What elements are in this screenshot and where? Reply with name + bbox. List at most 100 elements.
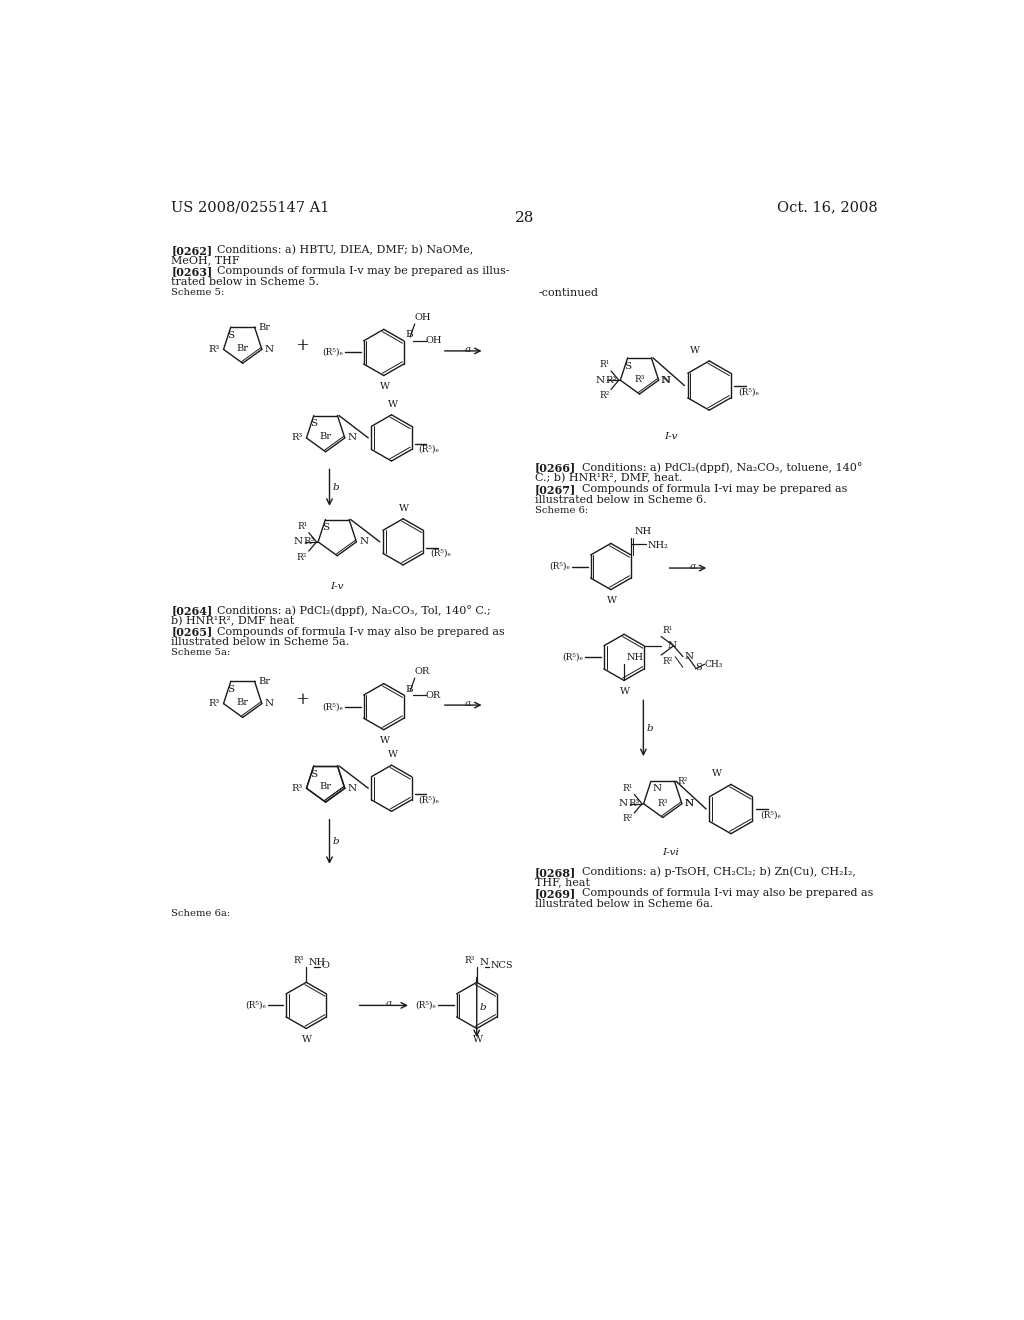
Text: Br: Br	[237, 698, 249, 706]
Text: (R⁵)ₑ: (R⁵)ₑ	[419, 445, 439, 454]
Text: [0264]: [0264]	[171, 605, 213, 616]
Text: Scheme 6:: Scheme 6:	[535, 506, 588, 515]
Text: CH₃: CH₃	[705, 660, 723, 669]
Text: Conditions: a) PdCl₂(dppf), Na₂CO₃, toluene, 140°: Conditions: a) PdCl₂(dppf), Na₂CO₃, tolu…	[583, 462, 862, 474]
Text: R³: R³	[464, 957, 474, 965]
Text: N: N	[265, 345, 274, 354]
Text: N: N	[662, 376, 671, 384]
Text: W: W	[302, 1035, 312, 1044]
Text: OR: OR	[415, 667, 430, 676]
Text: a: a	[385, 999, 391, 1008]
Text: N: N	[479, 958, 488, 966]
Text: Compounds of formula I-vi may also be prepared as: Compounds of formula I-vi may also be pr…	[583, 888, 873, 899]
Text: Scheme 6a:: Scheme 6a:	[171, 909, 230, 919]
Text: R³: R³	[294, 957, 304, 965]
Text: a: a	[465, 345, 471, 354]
Text: Br: Br	[237, 343, 249, 352]
Text: a: a	[689, 562, 695, 570]
Text: W: W	[621, 686, 630, 696]
Text: +: +	[296, 692, 309, 709]
Text: NH₂: NH₂	[648, 541, 669, 550]
Text: illustrated below in Scheme 6a.: illustrated below in Scheme 6a.	[535, 899, 713, 909]
Text: OH: OH	[426, 337, 442, 346]
Text: R³: R³	[209, 345, 220, 354]
Text: S: S	[227, 685, 234, 694]
Text: THF, heat: THF, heat	[535, 878, 590, 887]
Text: 28: 28	[515, 211, 535, 224]
Text: b: b	[333, 837, 339, 846]
Text: S: S	[695, 663, 702, 672]
Text: Compounds of formula I-vi may be prepared as: Compounds of formula I-vi may be prepare…	[583, 484, 848, 494]
Text: I-v: I-v	[331, 582, 344, 591]
Text: [0262]: [0262]	[171, 244, 213, 256]
Text: R³: R³	[605, 376, 616, 384]
Text: N: N	[348, 784, 357, 793]
Text: (R⁵)ₑ: (R⁵)ₑ	[550, 562, 570, 572]
Text: N: N	[668, 642, 677, 651]
Text: Conditions: a) PdCl₂(dppf), Na₂CO₃, Tol, 140° C.;: Conditions: a) PdCl₂(dppf), Na₂CO₃, Tol,…	[217, 605, 490, 616]
Text: C.; b) HNR¹R², DMF, heat.: C.; b) HNR¹R², DMF, heat.	[535, 474, 682, 483]
Text: N: N	[294, 537, 302, 546]
Text: [0269]: [0269]	[535, 888, 577, 899]
Text: R³: R³	[292, 784, 302, 793]
Text: W: W	[380, 381, 390, 391]
Text: Compounds of formula I-v may also be prepared as: Compounds of formula I-v may also be pre…	[217, 627, 505, 636]
Text: illustrated below in Scheme 6.: illustrated below in Scheme 6.	[535, 495, 707, 504]
Text: N: N	[652, 784, 662, 793]
Text: R³: R³	[292, 433, 302, 442]
Text: Oct. 16, 2008: Oct. 16, 2008	[777, 201, 879, 215]
Text: W: W	[388, 750, 397, 759]
Text: S: S	[310, 770, 317, 779]
Text: Br: Br	[319, 432, 332, 441]
Text: R²: R²	[663, 656, 673, 665]
Text: illustrated below in Scheme 5a.: illustrated below in Scheme 5a.	[171, 638, 349, 647]
Text: R³: R³	[634, 375, 645, 384]
Text: (R⁵)ₑ: (R⁵)ₑ	[761, 810, 781, 820]
Text: R²: R²	[623, 814, 633, 824]
Text: -continued: -continued	[539, 288, 599, 298]
Text: Conditions: a) HBTU, DIEA, DMF; b) NaOMe,: Conditions: a) HBTU, DIEA, DMF; b) NaOMe…	[217, 244, 473, 255]
Text: R²: R²	[678, 776, 688, 785]
Text: R³: R³	[657, 800, 668, 808]
Text: OR: OR	[426, 690, 441, 700]
Text: B: B	[406, 685, 413, 693]
Text: R¹: R¹	[297, 523, 307, 531]
Text: NH: NH	[635, 528, 652, 536]
Text: R¹: R¹	[623, 784, 633, 793]
Text: R²: R²	[599, 391, 609, 400]
Text: N: N	[359, 537, 369, 546]
Text: OH: OH	[415, 313, 431, 322]
Text: Br: Br	[258, 322, 270, 331]
Text: B: B	[406, 330, 413, 339]
Text: N: N	[684, 799, 693, 808]
Text: N: N	[660, 376, 670, 384]
Text: W: W	[607, 595, 616, 605]
Text: R³: R³	[303, 537, 314, 546]
Text: [0263]: [0263]	[171, 267, 213, 277]
Text: Br: Br	[319, 783, 332, 792]
Text: N: N	[265, 700, 274, 708]
Text: b: b	[646, 723, 653, 733]
Text: N: N	[685, 799, 694, 808]
Text: W: W	[380, 737, 390, 744]
Text: +: +	[296, 337, 309, 354]
Text: b: b	[333, 483, 339, 492]
Text: W: W	[388, 400, 397, 409]
Text: trated below in Scheme 5.: trated below in Scheme 5.	[171, 277, 319, 286]
Text: US 2008/0255147 A1: US 2008/0255147 A1	[171, 201, 330, 215]
Text: R²: R²	[297, 553, 307, 562]
Text: b: b	[480, 1003, 486, 1012]
Text: I-v: I-v	[664, 432, 677, 441]
Text: [0268]: [0268]	[535, 867, 577, 878]
Text: a: a	[465, 700, 471, 708]
Text: W: W	[712, 770, 722, 779]
Text: R¹: R¹	[663, 626, 673, 635]
Text: R³: R³	[209, 700, 220, 708]
Text: W: W	[399, 504, 410, 512]
Text: Br: Br	[258, 677, 270, 685]
Text: (R⁵)ₑ: (R⁵)ₑ	[430, 549, 452, 558]
Text: N: N	[596, 376, 605, 384]
Text: N: N	[684, 652, 693, 661]
Text: (R⁵)ₑ: (R⁵)ₑ	[323, 702, 343, 711]
Text: MeOH, THF: MeOH, THF	[171, 256, 240, 265]
